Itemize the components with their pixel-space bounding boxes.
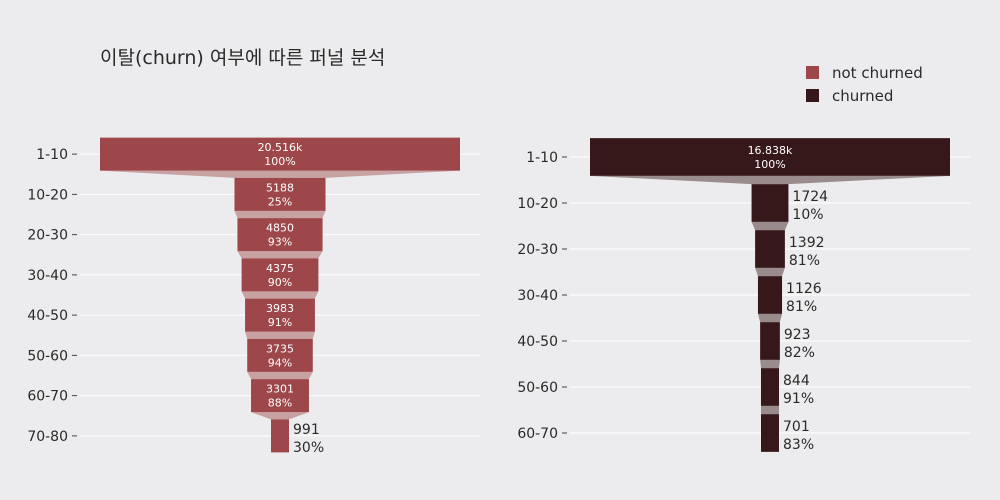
funnel-bar[interactable] (761, 414, 779, 452)
funnel-bar[interactable] (590, 138, 950, 176)
funnel-bar[interactable] (751, 184, 789, 222)
y-tick-label: 1-10 (36, 147, 68, 163)
funnel-value-label: 20.516k (258, 141, 303, 154)
funnel-percent-label: 83% (783, 437, 814, 453)
legend-label[interactable]: churned (832, 87, 893, 105)
funnel-connector (245, 331, 315, 339)
y-tick-label: 10-20 (27, 187, 68, 203)
funnel-bar[interactable] (245, 298, 315, 332)
funnel-bar[interactable] (237, 218, 323, 252)
funnel-panel-not-churned: 1-10 10-20 20-30 30-40 40-50 50-60 60-70 70-80 2… (27, 137, 480, 456)
funnel-percent-label: 91% (783, 391, 814, 407)
funnel-connector (251, 412, 309, 420)
funnel-connector (247, 371, 313, 380)
funnel-connector (755, 267, 785, 277)
funnel-bar[interactable] (757, 276, 783, 314)
funnel-value-label: 3983 (266, 302, 294, 315)
funnel-value-label: 923 (784, 327, 811, 343)
y-tick-label: 1-10 (526, 150, 558, 166)
y-tick-label: 60-70 (517, 426, 558, 442)
y-tick-label: 20-30 (27, 228, 68, 244)
funnel-connector (760, 405, 780, 415)
funnel-value-label: 1724 (792, 189, 828, 205)
funnel-value-label: 991 (293, 422, 320, 438)
funnel-bar[interactable] (271, 419, 289, 453)
funnel-bar[interactable] (241, 258, 319, 292)
y-tick-label: 30-40 (27, 268, 68, 284)
funnel-bar[interactable] (100, 137, 460, 171)
funnel-connector (590, 175, 950, 185)
funnel-bar[interactable] (251, 379, 309, 413)
funnel-bar[interactable] (234, 177, 326, 211)
y-tick-label: 70-80 (27, 429, 68, 445)
chart-title: 이탈(churn) 여부에 따른 퍼널 분석 (100, 47, 385, 69)
funnel-percent-label: 100% (264, 155, 295, 168)
funnel-value-label: 5188 (266, 181, 294, 194)
funnel-connector (237, 251, 323, 259)
legend-label[interactable]: not churned (832, 64, 923, 82)
funnel-percent-label: 82% (784, 345, 815, 361)
funnel-value-label: 844 (783, 373, 810, 389)
funnel-value-label: 4375 (266, 262, 294, 275)
funnel-percent-label: 90% (268, 276, 292, 289)
y-tick-label: 50-60 (517, 380, 558, 396)
funnel-percent-label: 91% (268, 316, 292, 329)
funnel-panels: 1-10 10-20 20-30 30-40 40-50 50-60 60-70 70-80 2… (27, 137, 970, 456)
funnel-percent-label: 25% (268, 195, 292, 208)
funnel-percent-label: 88% (268, 397, 292, 410)
funnel-percent-label: 94% (268, 356, 292, 369)
funnel-connector (100, 170, 460, 178)
legend: not churned churned (806, 64, 923, 105)
funnel-percent-label: 10% (792, 207, 823, 223)
funnel-value-label: 1392 (789, 235, 825, 251)
funnel-connector (751, 221, 789, 231)
funnel-value-label: 1126 (786, 281, 822, 297)
y-tick-label: 30-40 (517, 288, 558, 304)
y-tick-label: 40-50 (27, 308, 68, 324)
funnel-connector (760, 359, 780, 369)
legend-swatch[interactable] (806, 66, 819, 79)
y-tick-label: 60-70 (27, 389, 68, 405)
y-tick-label: 10-20 (517, 196, 558, 212)
funnel-percent-label: 93% (268, 236, 292, 249)
funnel-value-label: 701 (783, 419, 810, 435)
funnel-percent-label: 81% (786, 299, 817, 315)
funnel-percent-label: 100% (754, 158, 785, 171)
legend-swatch[interactable] (806, 89, 819, 102)
funnel-connector (234, 210, 326, 219)
y-tick-label: 20-30 (517, 242, 558, 258)
funnel-bar[interactable] (755, 230, 785, 268)
funnel-value-label: 3301 (266, 383, 294, 396)
funnel-percent-label: 81% (789, 253, 820, 269)
funnel-connector (241, 291, 319, 299)
funnel-bar[interactable] (247, 338, 313, 372)
funnel-bar[interactable] (760, 368, 780, 406)
funnel-value-label: 3735 (266, 342, 294, 355)
funnel-panel-churned: 1-10 10-20 20-30 30-40 40-50 50-60 60-70 16.838… (517, 138, 970, 453)
funnel-value-label: 16.838k (748, 144, 793, 157)
y-tick-label: 40-50 (517, 334, 558, 350)
funnel-value-label: 4850 (266, 222, 294, 235)
y-tick-label: 50-60 (27, 348, 68, 364)
funnel-percent-label: 30% (293, 440, 324, 456)
funnel-connector (757, 313, 783, 323)
funnel-bar[interactable] (760, 322, 780, 360)
